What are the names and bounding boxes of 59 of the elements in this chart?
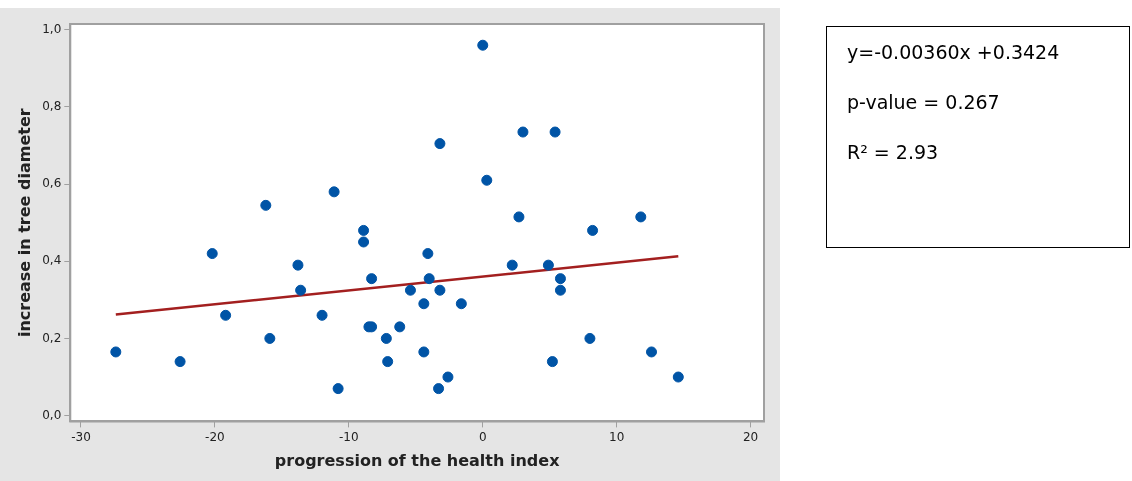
point [110,346,122,358]
point [434,284,446,296]
point [549,126,561,138]
point [506,259,518,271]
y-tick-label: 0,0 [42,407,62,422]
point [174,356,186,368]
point [442,371,454,383]
point [635,211,647,223]
x-tick-label: 0 [478,429,487,444]
point [366,273,378,285]
y-tick-label: 0,6 [42,176,62,191]
point [404,284,416,296]
point [295,284,307,296]
point [477,39,489,51]
point [584,332,596,344]
text: R² = 2.93 [847,141,940,163]
point [380,332,392,344]
point [587,224,599,236]
point [264,332,276,344]
point [260,199,272,211]
point [382,356,394,368]
point [554,273,566,285]
point [418,298,430,310]
point [646,346,658,358]
y-tick-label: 0,8 [42,99,62,114]
point [206,248,218,260]
point [546,356,558,368]
point [422,248,434,260]
point [316,309,328,321]
point [292,259,304,271]
point [328,186,340,198]
text: p-value = 0.267 [847,91,1001,113]
point [358,224,370,236]
y-axis-title: increase in tree diameter [14,108,34,338]
y-tick-label: 0,2 [42,330,62,345]
point [542,259,554,271]
text: y=-0.00360x +0.3424 [847,41,1061,63]
point [423,273,435,285]
point [517,126,529,138]
y-tick-label: 0,4 [42,253,62,268]
point [433,383,445,395]
point [513,211,525,223]
point [672,371,684,383]
point [455,298,467,310]
point [358,236,370,248]
point [418,346,430,358]
x-axis-title: progression of the health index [274,450,561,470]
point [481,174,493,186]
point [394,321,406,333]
x-tick-label: 10 [609,429,625,444]
point [332,383,344,395]
point [220,309,232,321]
x-tick-label: 20 [742,429,759,444]
x-tick-label: -20 [205,429,225,444]
point [554,284,566,296]
point [434,138,446,150]
x-tick-label: -30 [71,429,91,444]
x-tick-label: -10 [339,429,359,444]
y-tick-label: 1,0 [42,21,62,36]
